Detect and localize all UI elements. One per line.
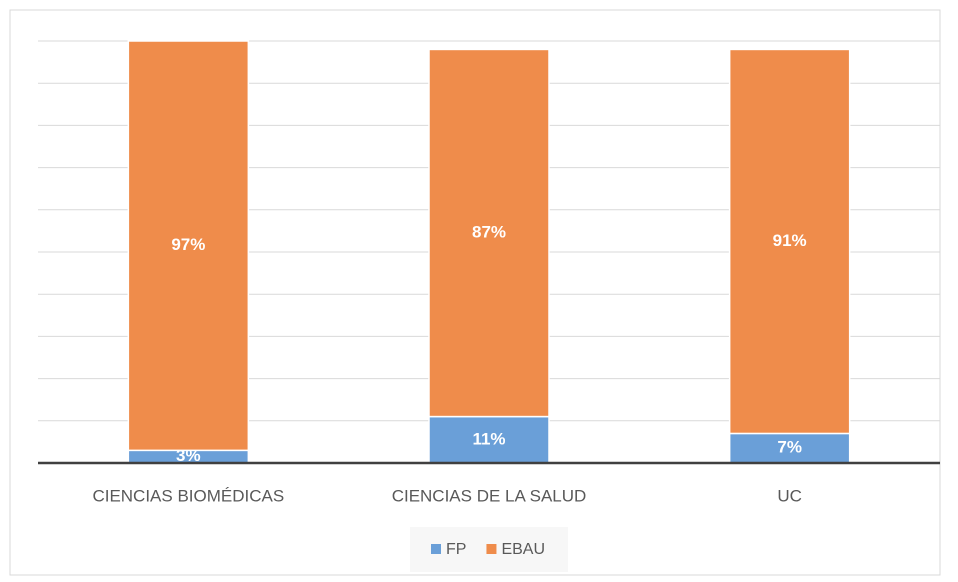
data-label: 91% <box>773 231 807 250</box>
bar-segment <box>127 40 250 452</box>
bar-segment <box>728 48 851 435</box>
data-label: 87% <box>472 222 506 241</box>
bar-segment <box>428 415 550 464</box>
data-label: 97% <box>171 235 205 254</box>
legend-swatch <box>486 544 497 554</box>
legend-label: EBAU <box>501 541 545 558</box>
data-label: 7% <box>777 438 802 457</box>
x-tick-label: UC <box>777 486 802 505</box>
bar-segment <box>728 432 851 464</box>
x-tick-label: CIENCIAS BIOMÉDICAS <box>92 486 284 505</box>
data-label: 11% <box>472 429 505 448</box>
bar-segment <box>428 48 550 418</box>
x-tick-label: CIENCIAS DE LA SALUD <box>392 486 587 505</box>
legend-label: FP <box>446 541 466 558</box>
legend-swatch <box>431 544 441 554</box>
